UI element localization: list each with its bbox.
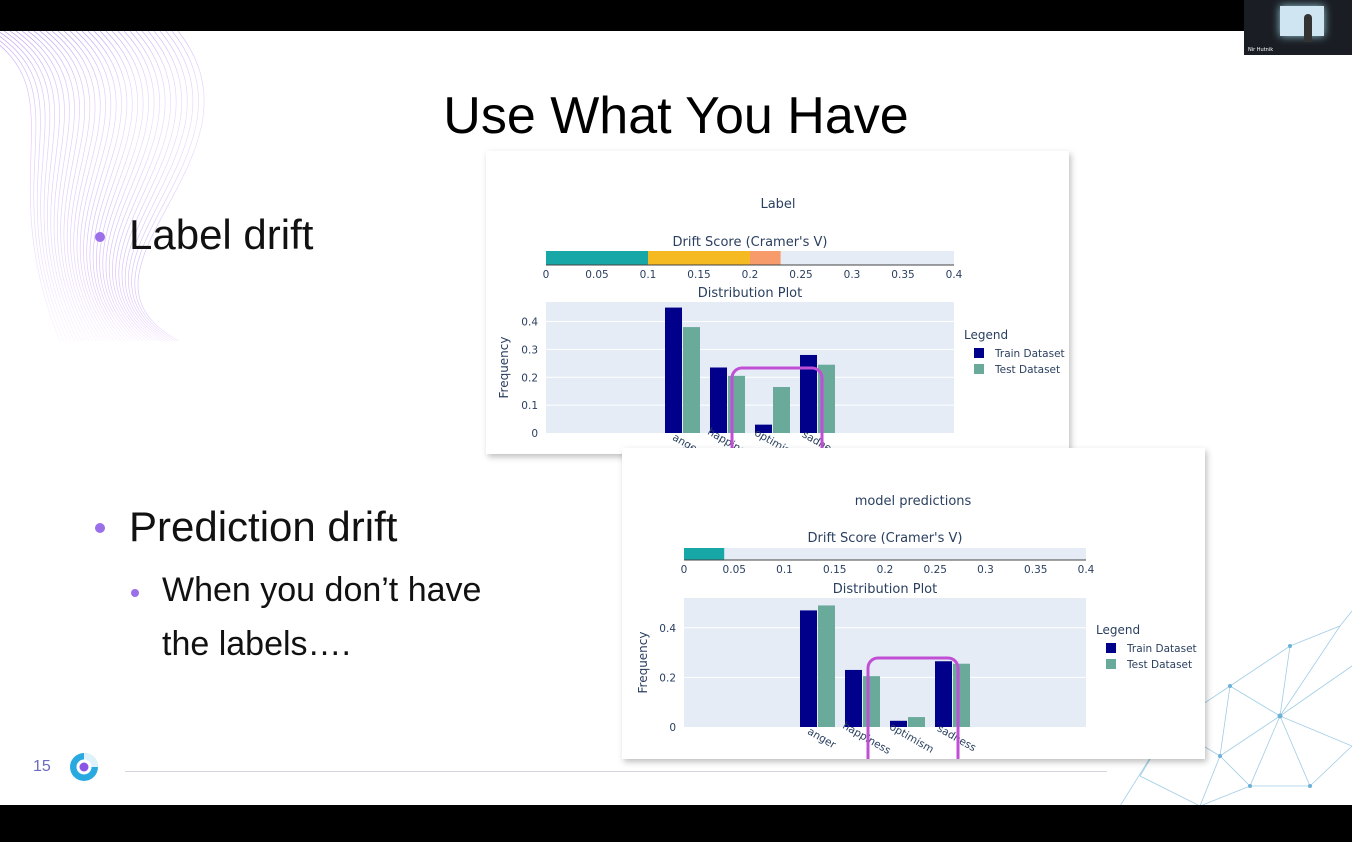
pred-drift-tick-label: 0.1 (776, 564, 793, 576)
sub-bullet-line1: When you don’t have (162, 571, 482, 609)
label-chart-title: Label (760, 197, 795, 212)
webcam-thumbnail[interactable]: Nir Hutnik (1244, 0, 1352, 55)
label-bar-train (755, 424, 772, 433)
label-y-tick-label: 0 (531, 428, 538, 440)
company-logo-icon (70, 753, 98, 781)
label-drift-tick-label: 0.1 (640, 269, 657, 281)
pred-drift-track (684, 548, 1086, 560)
pred-drift-segment (684, 548, 725, 560)
label-drift-tick-label: 0.3 (844, 269, 861, 281)
label-y-tick-label: 0.3 (521, 344, 538, 356)
sub-bullet-dot (131, 589, 139, 597)
pred-y-tick-label: 0 (669, 722, 676, 734)
label-bar-train (800, 354, 817, 433)
cam-presenter (1304, 14, 1312, 42)
label-bar-test (683, 327, 700, 433)
label-drift-tick-label: 0.4 (946, 269, 963, 281)
pred-drift-tick-label: 0.4 (1078, 564, 1095, 576)
pred-bar-train (845, 669, 862, 727)
pred-y-axis-label: Frequency (636, 632, 650, 694)
label-y-tick-label: 0.2 (521, 372, 538, 384)
pred-drift-tick-label: 0.15 (823, 564, 846, 576)
bullet-label-drift: Label drift (129, 211, 314, 258)
pred-bar-test (953, 663, 970, 727)
pred-dist-title: Distribution Plot (833, 582, 937, 597)
slide-number: 15 (33, 758, 51, 775)
label-bar-train (710, 367, 727, 433)
pred-bar-test (863, 676, 880, 727)
chart-card-predictions: model predictions Drift Score (Cramer's V… (622, 448, 1205, 770)
pred-bar-train (935, 661, 952, 727)
label-y-tick-label: 0.1 (521, 400, 538, 412)
pred-bar-test (818, 605, 835, 727)
pred-y-tick-label: 0.2 (659, 672, 676, 684)
pred-chart-title: model predictions (855, 494, 972, 509)
label-legend-item: Test Dataset (994, 364, 1060, 376)
bullet-dot (95, 523, 105, 533)
label-y-tick-label: 0.4 (521, 317, 538, 329)
pred-legend-item: Test Dataset (1126, 659, 1192, 671)
pred-bar-test (908, 717, 925, 727)
sub-bullet-line2: the labels…. (162, 625, 351, 663)
label-drift-tick-label: 0.2 (742, 269, 759, 281)
pred-drift-tick-label: 0.25 (924, 564, 947, 576)
bottom-black-bar (0, 805, 1352, 842)
pred-drift-tick-label: 0 (681, 564, 688, 576)
top-black-bar (0, 0, 1352, 31)
label-bar-train (665, 307, 682, 433)
pred-drift-tick-label: 0.05 (723, 564, 746, 576)
label-drift-tick-label: 0.35 (891, 269, 914, 281)
bullet-dot (95, 232, 105, 242)
label-drift-tick-label: 0.25 (789, 269, 812, 281)
label-drift-segment (648, 251, 750, 265)
slide-title: Use What You Have (443, 87, 909, 145)
cam-projector-screen (1280, 6, 1324, 36)
pred-plot-area (684, 598, 1086, 727)
label-drift-title: Drift Score (Cramer's V) (673, 235, 828, 250)
pred-drift-tick-label: 0.2 (877, 564, 894, 576)
pred-bar-train (800, 610, 817, 727)
pred-legend-swatch (1106, 659, 1116, 669)
pred-drift-tick-label: 0.35 (1024, 564, 1047, 576)
label-legend-item: Train Dataset (994, 348, 1065, 360)
label-drift-segment (750, 251, 781, 265)
webcam-name: Nir Hutnik (1248, 47, 1274, 53)
bullet-prediction-drift: Prediction drift (129, 503, 398, 550)
decorative-wave (0, 31, 205, 341)
label-drift-segment (546, 251, 648, 265)
pred-drift-tick-label: 0.3 (977, 564, 994, 576)
label-drift-tick-label: 0 (543, 269, 550, 281)
label-legend-swatch (974, 348, 984, 358)
pred-bar-train (890, 720, 907, 727)
label-drift-tick-label: 0.05 (585, 269, 608, 281)
label-y-axis-label: Frequency (497, 337, 511, 399)
prediction-drift-chart: model predictions Drift Score (Cramer's V… (636, 494, 1197, 770)
footer-divider (125, 771, 1107, 772)
label-dist-title: Distribution Plot (698, 286, 802, 301)
label-legend-title: Legend (964, 328, 1008, 342)
label-drift-tick-label: 0.15 (687, 269, 710, 281)
label-bar-test (773, 387, 790, 433)
slide: Use What You Have Label drift Prediction… (0, 31, 1352, 805)
pred-legend-title: Legend (1096, 623, 1140, 637)
chart-card-label: Label Drift Score (Cramer's V) 0 0.05 0.1 0.1… (486, 151, 1069, 480)
label-legend-swatch (974, 364, 984, 374)
pred-legend-swatch (1106, 643, 1116, 653)
pred-legend-item: Train Dataset (1126, 643, 1197, 655)
pred-x-tick-label: anger (805, 726, 838, 752)
pred-drift-title: Drift Score (Cramer's V) (808, 531, 963, 546)
label-drift-chart: Label Drift Score (Cramer's V) 0 0.05 0.1 0.1… (497, 197, 1065, 480)
pred-y-tick-label: 0.4 (659, 623, 676, 635)
